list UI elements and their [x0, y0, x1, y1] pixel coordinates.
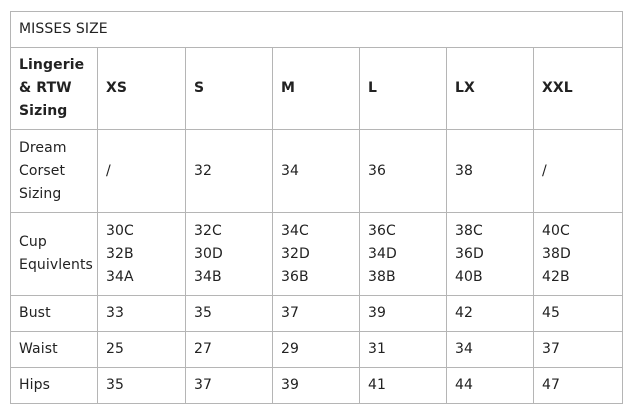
cell: 47	[532, 367, 624, 404]
cup-value: 34D	[368, 245, 397, 262]
cup-value: 32D	[281, 245, 310, 262]
row-label: Cup Equivlents	[10, 212, 98, 296]
cell: 39	[359, 295, 447, 332]
table-title: MISSES SIZE	[9, 11, 624, 48]
size-header: S	[185, 47, 273, 130]
cell: 32	[185, 129, 273, 213]
cup-value: 30D	[194, 245, 223, 262]
cell: 37	[532, 331, 624, 368]
cup-value: 34A	[106, 268, 134, 285]
cup-value: 42B	[542, 268, 570, 285]
cup-value: 36B	[281, 268, 309, 285]
table-row-waist: Waist 25 27 29 31 34 37	[10, 331, 624, 368]
size-header: LX	[446, 47, 534, 130]
size-header: L	[359, 47, 447, 130]
cup-value: 32C	[194, 222, 222, 239]
cell: 37	[272, 295, 360, 332]
cell: 36	[359, 129, 447, 213]
row-label-line: Corset	[19, 162, 66, 179]
cell: 25	[97, 331, 186, 368]
cell: 31	[359, 331, 447, 368]
cell: 36C 34D 38B	[359, 212, 447, 296]
row-label-line: Cup	[19, 234, 47, 250]
cell: 37	[185, 367, 273, 404]
row-label: Waist	[10, 331, 98, 368]
header-label-line: Lingerie	[19, 57, 85, 73]
cup-value: 40C	[542, 222, 570, 239]
row-label-line: Equivlents	[19, 257, 93, 273]
cell: 35	[185, 295, 273, 332]
row-label: Dream Corset Sizing	[10, 129, 98, 213]
table-row-hips: Hips 35 37 39 41 44 47	[10, 367, 624, 404]
row-label: Bust	[10, 295, 98, 332]
cell: 34C 32D 36B	[272, 212, 360, 296]
cup-value: 34C	[281, 222, 309, 239]
cell: 41	[359, 367, 447, 404]
cell: 42	[446, 295, 534, 332]
cell: 44	[446, 367, 534, 404]
row-label-line: Sizing	[19, 185, 62, 202]
cup-value: 38B	[368, 268, 396, 285]
cell: /	[97, 129, 186, 213]
cup-value: 36D	[455, 245, 484, 262]
size-header: XXL	[532, 47, 624, 130]
cell: 30C 32B 34A	[97, 212, 186, 296]
cell: 45	[532, 295, 624, 332]
cup-value: 38C	[455, 222, 483, 239]
row-label: Hips	[10, 367, 98, 404]
cell: 38	[446, 129, 534, 213]
cell: 40C 38D 42B	[532, 212, 624, 296]
table-title-row: MISSES SIZE	[9, 11, 624, 48]
cup-value: 40B	[455, 268, 483, 285]
cup-value: 32B	[106, 245, 134, 262]
table-row-cup: Cup Equivlents 30C 32B 34A 32C 30D 34B 34C 32…	[10, 212, 624, 296]
size-header: M	[272, 47, 360, 130]
header-row: Lingerie & RTW Sizing XS S M L LX XXL	[10, 47, 624, 130]
cup-value: 34B	[194, 268, 222, 285]
cell: 29	[272, 331, 360, 368]
table-row-corset: Dream Corset Sizing / 32 34 36 38 /	[10, 129, 624, 213]
cell: 39	[272, 367, 360, 404]
size-header: XS	[97, 47, 186, 130]
table-row-bust: Bust 33 35 37 39 42 45	[10, 295, 624, 332]
size-chart-table: MISSES SIZE Lingerie & RTW Sizing XS S M…	[9, 11, 624, 404]
row-label-line: Dream	[19, 139, 67, 156]
cell: /	[532, 129, 624, 213]
cell: 35	[97, 367, 186, 404]
cell: 34	[272, 129, 360, 213]
cell: 32C 30D 34B	[185, 212, 273, 296]
cell: 38C 36D 40B	[446, 212, 534, 296]
cell: 27	[185, 331, 273, 368]
cup-value: 36C	[368, 222, 396, 239]
cup-value: 38D	[542, 245, 571, 262]
cell: 33	[97, 295, 186, 332]
header-label-line: & RTW	[19, 80, 72, 96]
cup-value: 30C	[106, 222, 134, 239]
cell: 34	[446, 331, 534, 368]
header-label-line: Sizing	[19, 103, 68, 119]
header-label: Lingerie & RTW Sizing	[10, 47, 98, 130]
